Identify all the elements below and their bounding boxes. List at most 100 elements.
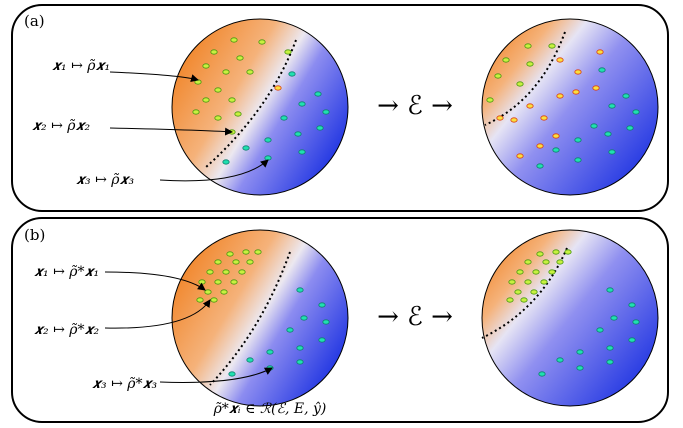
point xyxy=(223,270,229,274)
point xyxy=(319,303,325,307)
point xyxy=(297,346,303,350)
point xyxy=(495,74,501,78)
point xyxy=(275,86,281,90)
point xyxy=(575,158,581,162)
point xyxy=(541,280,547,284)
point xyxy=(231,38,237,42)
point xyxy=(323,110,329,114)
point xyxy=(577,366,583,370)
point xyxy=(323,320,329,324)
point xyxy=(247,358,253,362)
point xyxy=(539,372,545,376)
point xyxy=(235,112,241,116)
point xyxy=(239,270,245,274)
point xyxy=(525,260,531,264)
point xyxy=(207,270,213,274)
point xyxy=(517,82,523,86)
point xyxy=(553,148,559,152)
point xyxy=(215,280,221,284)
point xyxy=(599,68,605,72)
point xyxy=(597,50,603,54)
point xyxy=(557,358,563,362)
point xyxy=(629,303,635,307)
point xyxy=(525,44,531,48)
point xyxy=(611,316,617,320)
point xyxy=(285,50,291,54)
mapping-label: 𝒙₁ ↦ ρ̃𝒙₁ xyxy=(52,58,110,74)
point xyxy=(243,250,249,254)
point xyxy=(527,62,533,66)
point xyxy=(193,110,199,114)
point xyxy=(289,72,295,76)
point xyxy=(607,346,613,350)
point xyxy=(203,64,209,68)
point xyxy=(629,338,635,342)
point xyxy=(267,350,273,354)
point xyxy=(511,118,517,122)
point xyxy=(543,260,549,264)
point xyxy=(507,298,513,302)
point xyxy=(215,260,221,264)
point xyxy=(195,80,201,84)
point xyxy=(549,270,555,274)
point xyxy=(287,328,293,332)
point xyxy=(197,298,203,302)
point xyxy=(297,360,303,364)
point xyxy=(297,288,303,292)
mapping-label: 𝒙₂ ↦ ρ̃𝒙₂ xyxy=(32,118,90,134)
point xyxy=(199,280,205,284)
panel-label: (a) xyxy=(24,12,45,30)
caption: ρ̃*𝒙ᵢ ∈ ℛ(ℰ, E, ŷ) xyxy=(213,400,327,417)
point xyxy=(575,70,581,74)
point xyxy=(237,56,243,60)
point xyxy=(549,44,555,48)
point xyxy=(515,290,521,294)
point xyxy=(299,150,305,154)
point xyxy=(281,116,287,120)
point xyxy=(521,298,527,302)
point xyxy=(203,98,209,102)
point xyxy=(247,70,253,74)
point xyxy=(223,70,229,74)
state-sphere xyxy=(482,19,658,195)
point xyxy=(243,146,249,150)
point xyxy=(627,126,633,130)
point xyxy=(591,124,597,128)
point xyxy=(233,260,239,264)
point xyxy=(557,94,563,98)
point xyxy=(215,116,221,120)
point xyxy=(623,94,629,98)
point xyxy=(229,372,235,376)
point xyxy=(557,260,563,264)
point xyxy=(633,110,639,114)
point xyxy=(537,144,543,148)
figure: (a) 𝒙₁ ↦ ρ̃𝒙₁ 𝒙₂ ↦ ρ̃𝒙₂ 𝒙₃ ↦ ρ̃𝒙₃ → ℰ → … xyxy=(0,0,683,428)
point xyxy=(527,104,533,108)
point xyxy=(597,328,603,332)
point xyxy=(315,92,321,96)
point xyxy=(607,288,613,292)
point xyxy=(509,280,515,284)
point xyxy=(231,280,237,284)
point xyxy=(609,150,615,154)
point xyxy=(605,132,611,136)
point xyxy=(593,86,599,90)
mapping-label: 𝒙₃ ↦ ρ̃*𝒙₃ xyxy=(92,376,157,392)
point xyxy=(531,290,537,294)
point xyxy=(255,250,261,254)
channel-label: → ℰ → xyxy=(377,91,453,121)
point xyxy=(301,316,307,320)
point xyxy=(573,90,579,94)
point xyxy=(553,250,559,254)
panel-label: (b) xyxy=(24,226,45,244)
point xyxy=(633,320,639,324)
point xyxy=(295,132,301,136)
point xyxy=(265,138,271,142)
state-sphere xyxy=(172,230,348,406)
point xyxy=(223,160,229,164)
point xyxy=(577,350,583,354)
point xyxy=(533,270,539,274)
point xyxy=(487,98,493,102)
point xyxy=(247,260,253,264)
point xyxy=(503,58,509,62)
